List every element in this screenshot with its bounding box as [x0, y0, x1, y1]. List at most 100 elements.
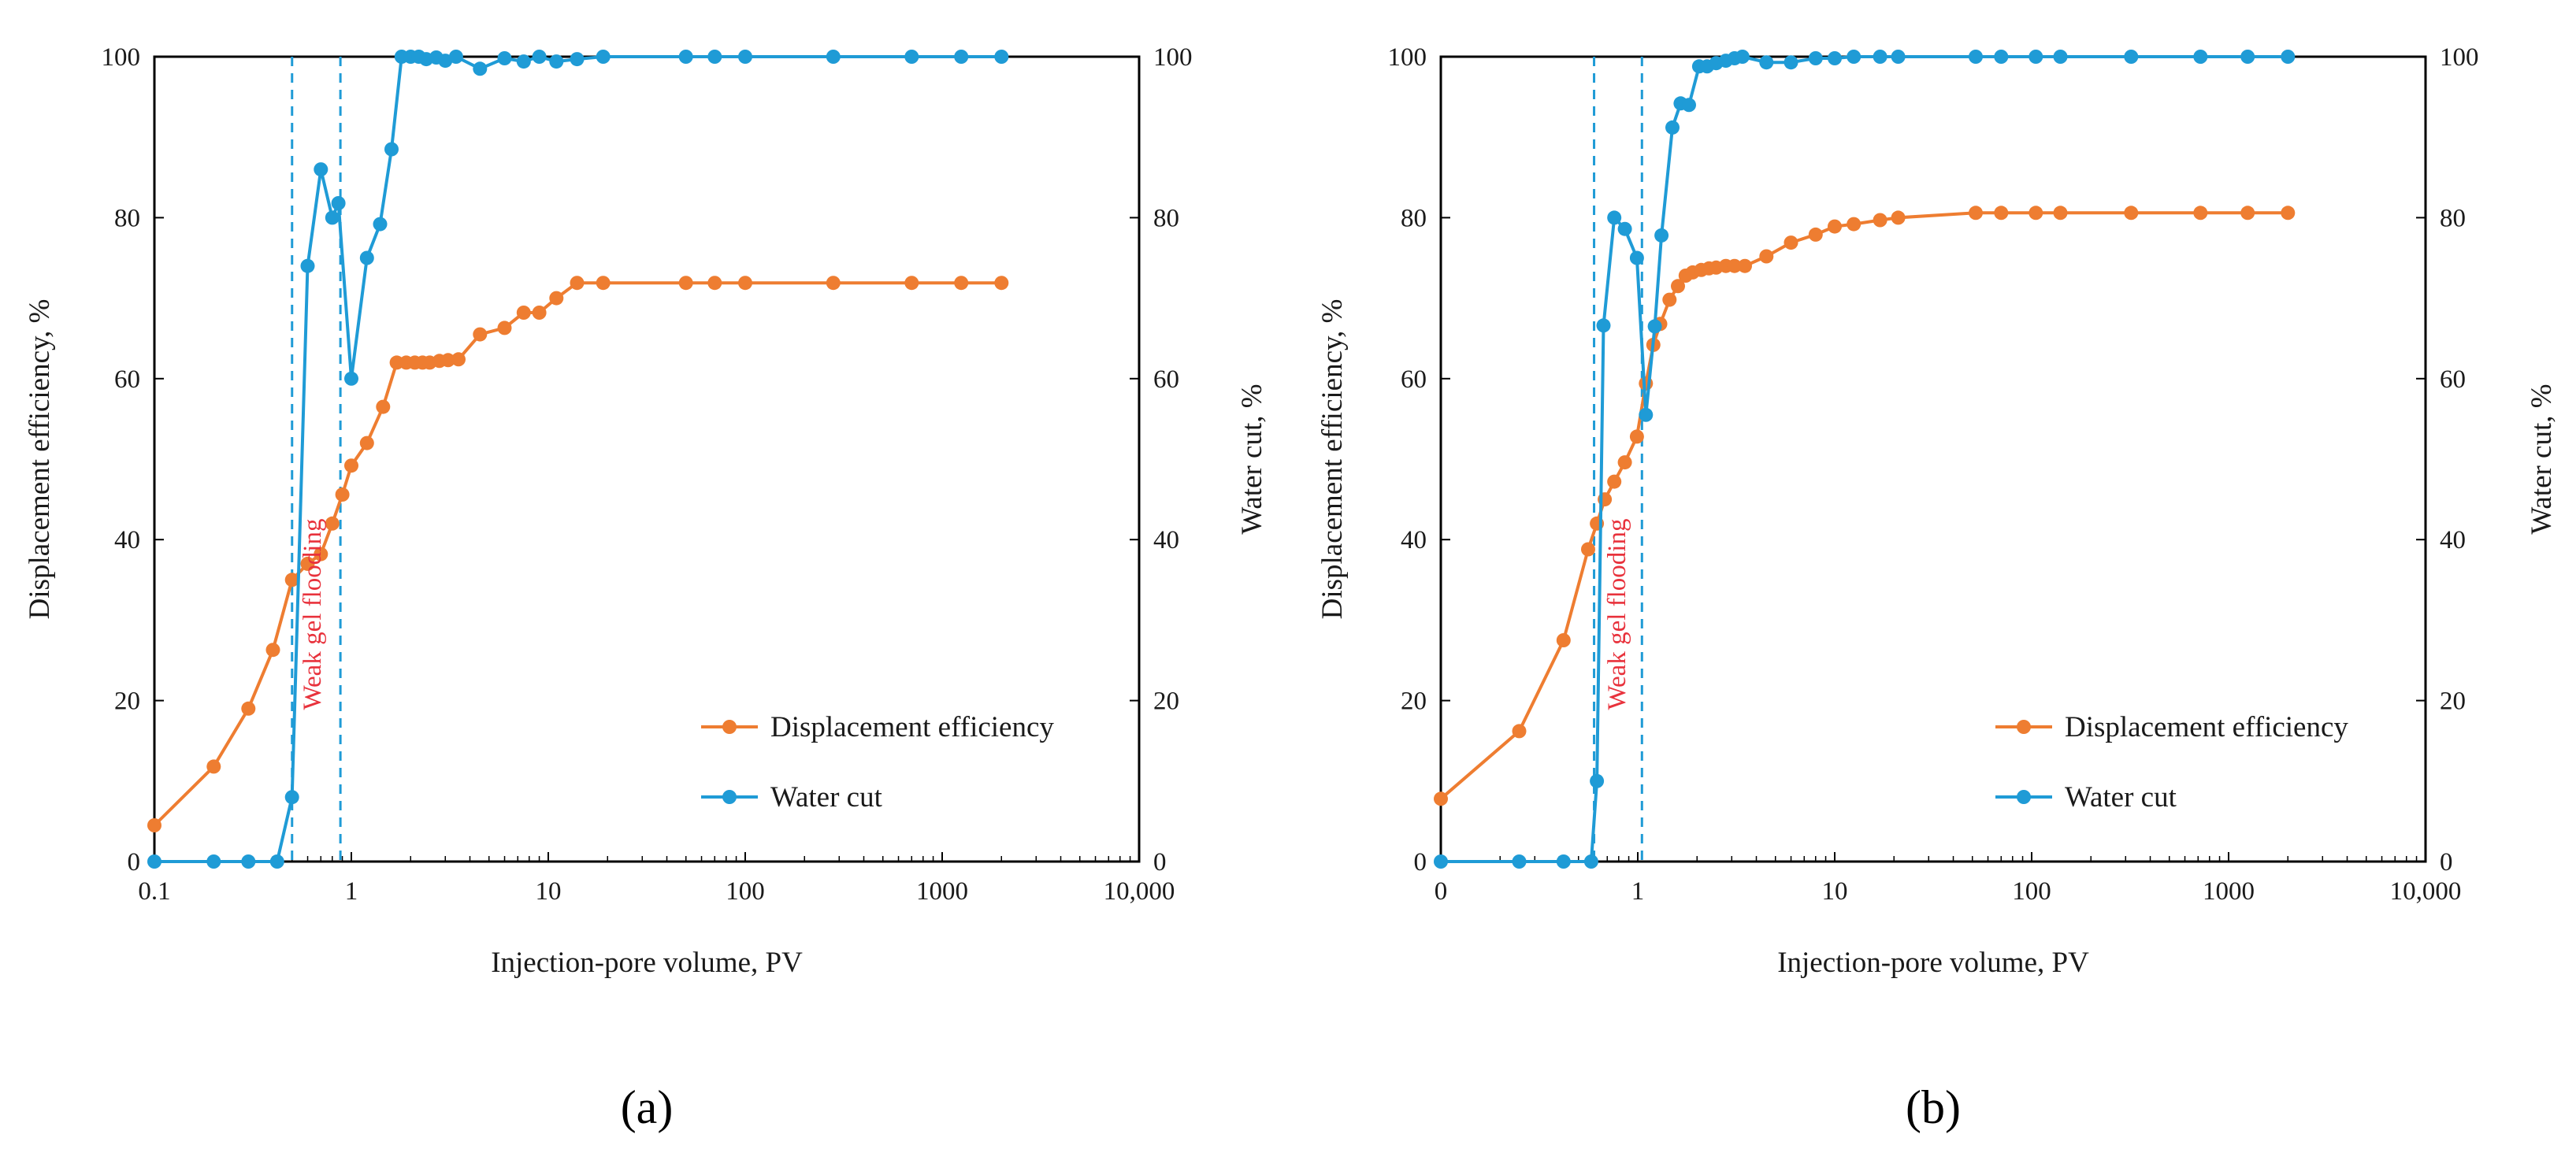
- displacement-efficiency-point: [2124, 206, 2139, 221]
- displacement-efficiency-point: [1759, 249, 1774, 264]
- y-tick-label: 60: [1401, 365, 1427, 394]
- chart-marks-a: 0.1 1 10 100 1000 10,000020406080100020406080…: [102, 43, 1193, 906]
- legend-label-water-cut: Water cut: [2065, 781, 2177, 814]
- displacement-efficiency-point: [473, 327, 488, 342]
- displacement-efficiency-point: [1662, 292, 1677, 307]
- displacement-efficiency-point: [1607, 474, 1622, 489]
- displacement-efficiency-point: [451, 352, 466, 367]
- water-cut-point: [707, 50, 722, 64]
- y2-tick-label: 0: [1153, 848, 1167, 877]
- water-cut-point: [596, 50, 611, 64]
- chart-panel-a: 0.1 1 10 100 1000 10,000020406080100020406080…: [24, 43, 1268, 1133]
- water-cut-point: [1647, 319, 1662, 334]
- displacement-efficiency-point: [994, 276, 1009, 291]
- water-cut-point: [1994, 50, 2009, 64]
- displacement-efficiency-point: [440, 353, 455, 368]
- water-cut-point: [1808, 51, 1823, 65]
- water-cut-point: [1784, 55, 1798, 70]
- displacement-efficiency-point: [206, 759, 221, 774]
- displacement-efficiency-point: [954, 276, 969, 291]
- x-tick-label: 10,000: [1104, 877, 1175, 906]
- y-tick-label: 0: [1414, 848, 1427, 877]
- displacement-efficiency-point: [359, 436, 374, 450]
- water-cut-point: [206, 854, 221, 869]
- water-cut-point: [1682, 98, 1696, 113]
- annotation-a: Weak gel flooding: [299, 519, 327, 710]
- displacement-efficiency-point: [497, 321, 512, 335]
- displacement-efficiency-point: [1847, 217, 1861, 232]
- y2-tick-label: 20: [2440, 688, 2466, 716]
- displacement-efficiency-point: [344, 458, 358, 473]
- water-cut-point: [1434, 854, 1448, 869]
- water-cut-point: [532, 50, 547, 64]
- water-cut-point: [1607, 210, 1622, 225]
- displacement-efficiency-point: [300, 556, 315, 571]
- x-tick-label: 1000: [2203, 877, 2255, 906]
- y2-tick-label: 60: [1153, 365, 1179, 394]
- displacement-efficiency-point: [1873, 213, 1887, 228]
- y-tick-label: 40: [114, 526, 140, 554]
- water-cut-point: [549, 54, 564, 69]
- displacement-efficiency-point: [1808, 227, 1823, 242]
- water-cut-point: [2029, 50, 2043, 64]
- x-tick-label: 1: [345, 877, 358, 906]
- displacement-efficiency-point: [314, 547, 328, 562]
- y-tick-label: 60: [114, 365, 140, 394]
- displacement-efficiency-point: [1969, 206, 1983, 221]
- y2-tick-label: 100: [2440, 43, 2479, 72]
- displacement-efficiency-point: [1738, 258, 1752, 273]
- water-cut-point: [1665, 120, 1680, 135]
- y2-axis-label-a: Water cut, %: [1236, 384, 1268, 534]
- water-cut-point: [2053, 50, 2068, 64]
- water-cut-point: [359, 250, 374, 265]
- water-cut-point: [269, 854, 284, 869]
- water-cut-point: [1590, 773, 1605, 788]
- water-cut-point: [1617, 221, 1632, 236]
- water-cut-point: [284, 790, 299, 805]
- y2-tick-label: 80: [1153, 204, 1179, 232]
- displacement-efficiency-point: [376, 399, 391, 414]
- water-cut-point: [1828, 51, 1842, 65]
- water-cut-point: [1969, 50, 1983, 64]
- water-cut-point: [1847, 50, 1861, 64]
- water-cut-point: [954, 50, 969, 64]
- legend-label-water-cut: Water cut: [770, 781, 883, 814]
- legend-label-displacement-efficiency: Displacement efficiency: [2065, 711, 2348, 743]
- displacement-efficiency-point: [1784, 235, 1798, 250]
- water-cut-point: [994, 50, 1009, 64]
- x-tick-label: 1000: [916, 877, 968, 906]
- water-cut-point: [904, 50, 919, 64]
- displacement-efficiency-point: [241, 701, 256, 716]
- y2-tick-label: 100: [1153, 43, 1193, 72]
- chart-panel-b: 0 1 10 100 1000 10,00002040608010002040608010…: [1316, 43, 2558, 1133]
- y2-tick-label: 40: [2440, 526, 2466, 554]
- y-axis-label-a: Displacement efficiency, %: [24, 299, 56, 620]
- legend-marker-water-cut: [722, 790, 737, 804]
- displacement-efficiency-point: [1581, 542, 1595, 557]
- x-tick-label: 1: [1631, 877, 1645, 906]
- displacement-efficiency-point: [2240, 206, 2255, 221]
- displacement-efficiency-point: [1629, 429, 1644, 444]
- displacement-efficiency-point: [738, 276, 752, 291]
- displacement-efficiency-point: [1727, 258, 1742, 273]
- water-cut-point: [241, 854, 256, 869]
- water-cut-point: [1654, 228, 1669, 243]
- displacement-efficiency-point: [147, 818, 161, 832]
- y-axis-label-b: Displacement efficiency, %: [1316, 299, 1349, 620]
- water-cut-point: [331, 196, 346, 210]
- displacement-efficiency-point: [1994, 206, 2009, 221]
- displacement-efficiency-point: [826, 276, 841, 291]
- displacement-efficiency-point: [1891, 210, 1906, 225]
- water-cut-point: [300, 258, 315, 273]
- water-cut-point: [1759, 55, 1774, 70]
- water-cut-point: [448, 50, 463, 64]
- y-tick-label: 0: [128, 848, 141, 877]
- y2-tick-label: 80: [2440, 204, 2466, 232]
- water-cut-point: [1873, 50, 1887, 64]
- legend-marker-displacement-efficiency: [722, 720, 737, 734]
- panel-label-b: (b): [1906, 1081, 1961, 1133]
- x-tick-label: 100: [726, 877, 765, 906]
- water-cut-point: [497, 51, 512, 65]
- annotation-b: Weak gel flooding: [1603, 519, 1631, 710]
